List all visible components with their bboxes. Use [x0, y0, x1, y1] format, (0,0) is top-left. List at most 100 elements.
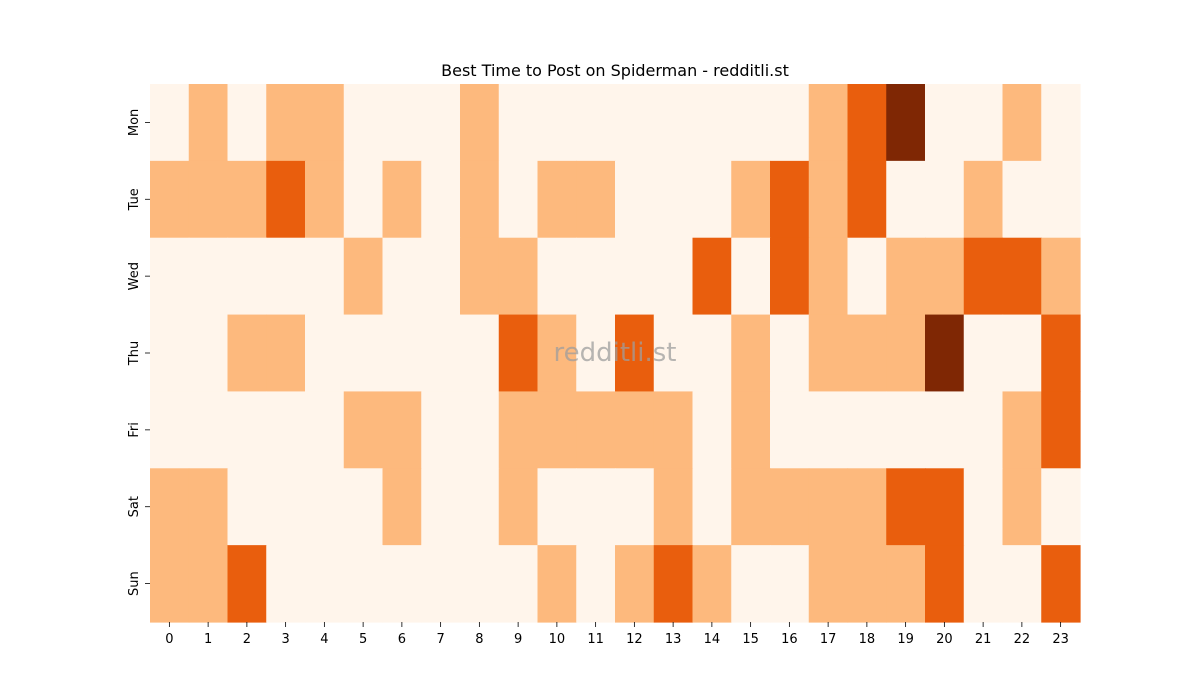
heatmap-cell — [266, 84, 306, 162]
heatmap-cell — [925, 391, 965, 469]
heatmap-cell — [305, 391, 345, 469]
heatmap-cell — [188, 237, 229, 316]
heatmap-cell — [770, 314, 810, 393]
x-tick-label: 20 — [936, 632, 953, 647]
heatmap-cell — [1002, 84, 1042, 162]
x-tick-label: 8 — [475, 632, 483, 647]
heatmap-cell — [150, 391, 190, 469]
heatmap-cell — [692, 391, 732, 469]
heatmap-cell — [1041, 468, 1081, 546]
heatmap-cell — [615, 237, 655, 316]
x-tick-label: 9 — [514, 632, 522, 647]
heatmap-cell — [421, 84, 461, 162]
y-tick-label: Mon — [127, 109, 142, 136]
heatmap-cell — [576, 84, 616, 162]
heatmap-cell — [150, 545, 190, 623]
heatmap-cell — [343, 237, 384, 316]
heatmap-cell — [692, 237, 732, 316]
heatmap-cell — [615, 391, 655, 469]
heatmap-cell — [421, 237, 461, 316]
heatmap-cell — [770, 391, 810, 469]
x-tick-label: 17 — [820, 632, 837, 647]
heatmap-cell — [847, 314, 887, 393]
heatmap-cell — [925, 314, 965, 393]
heatmap-cell — [886, 468, 926, 546]
heatmap-cell — [343, 84, 384, 162]
x-tick-label: 21 — [975, 632, 992, 647]
heatmap-cell — [227, 314, 267, 393]
heatmap-cell — [460, 391, 500, 469]
x-tick-label: 0 — [165, 632, 173, 647]
heatmap-cell — [963, 237, 1004, 316]
x-tick-label: 15 — [742, 632, 759, 647]
x-tick-label: 4 — [320, 632, 328, 647]
heatmap-cell — [615, 160, 655, 239]
heatmap-cell — [886, 314, 926, 393]
x-tick-label: 2 — [243, 632, 251, 647]
heatmap-cell — [188, 545, 229, 623]
heatmap-cell — [808, 391, 849, 469]
y-axis: Mon Tue Wed Thu Fri Sat Sun — [127, 109, 150, 596]
heatmap-cell — [576, 391, 616, 469]
heatmap-cell — [150, 314, 190, 393]
heatmap-cell — [421, 314, 461, 393]
heatmap-cell — [266, 237, 306, 316]
heatmap-cell — [731, 314, 771, 393]
heatmap-cell — [421, 545, 461, 623]
heatmap-cell — [188, 391, 229, 469]
heatmap-cell — [382, 545, 422, 623]
x-tick-label: 6 — [398, 632, 406, 647]
heatmap-cell — [382, 160, 422, 239]
heatmap-cell — [731, 160, 771, 239]
x-tick-label: 23 — [1052, 632, 1069, 647]
heatmap-cell — [537, 468, 577, 546]
heatmap-cell — [1002, 545, 1042, 623]
heatmap-cell — [382, 468, 422, 546]
heatmap-cell — [305, 545, 345, 623]
heatmap-cell — [227, 391, 267, 469]
heatmap-cell — [847, 84, 887, 162]
heatmap-cell — [1002, 237, 1042, 316]
heatmap-cell — [227, 84, 267, 162]
x-tick-label: 22 — [1014, 632, 1031, 647]
heatmap-cell — [963, 84, 1004, 162]
x-tick-label: 19 — [897, 632, 914, 647]
heatmap-cell — [886, 391, 926, 469]
heatmap-cell — [963, 160, 1004, 239]
x-tick-label: 1 — [204, 632, 212, 647]
heatmap-cell — [653, 160, 694, 239]
heatmap-cell — [653, 545, 694, 623]
heatmap-cell — [808, 237, 849, 316]
heatmap-cell — [498, 545, 539, 623]
heatmap-cell — [1002, 391, 1042, 469]
heatmap-cell — [498, 84, 539, 162]
heatmap-cell — [886, 545, 926, 623]
heatmap-cell — [847, 160, 887, 239]
heatmap-cell — [498, 468, 539, 546]
heatmap-cell — [731, 545, 771, 623]
heatmap-cell — [692, 545, 732, 623]
heatmap-cell — [770, 160, 810, 239]
heatmap-cell — [731, 84, 771, 162]
heatmap-cell — [731, 237, 771, 316]
heatmap-cell — [382, 237, 422, 316]
heatmap-cell — [1041, 84, 1081, 162]
heatmap-cell — [1041, 237, 1081, 316]
heatmap-cell — [150, 237, 190, 316]
heatmap-cell — [188, 314, 229, 393]
heatmap-cell — [847, 237, 887, 316]
x-tick-label: 18 — [859, 632, 876, 647]
heatmap-cell — [460, 237, 500, 316]
heatmap-cell — [1002, 468, 1042, 546]
heatmap-cell — [847, 391, 887, 469]
heatmap-cell — [615, 314, 655, 393]
heatmap-cell — [653, 84, 694, 162]
heatmap-cell — [963, 314, 1004, 393]
heatmap-cell — [343, 391, 384, 469]
heatmap-cell — [498, 160, 539, 239]
heatmap-cell — [963, 468, 1004, 546]
heatmap-cell — [1041, 391, 1081, 469]
heatmap-cell — [537, 160, 577, 239]
x-tick-label: 12 — [626, 632, 643, 647]
